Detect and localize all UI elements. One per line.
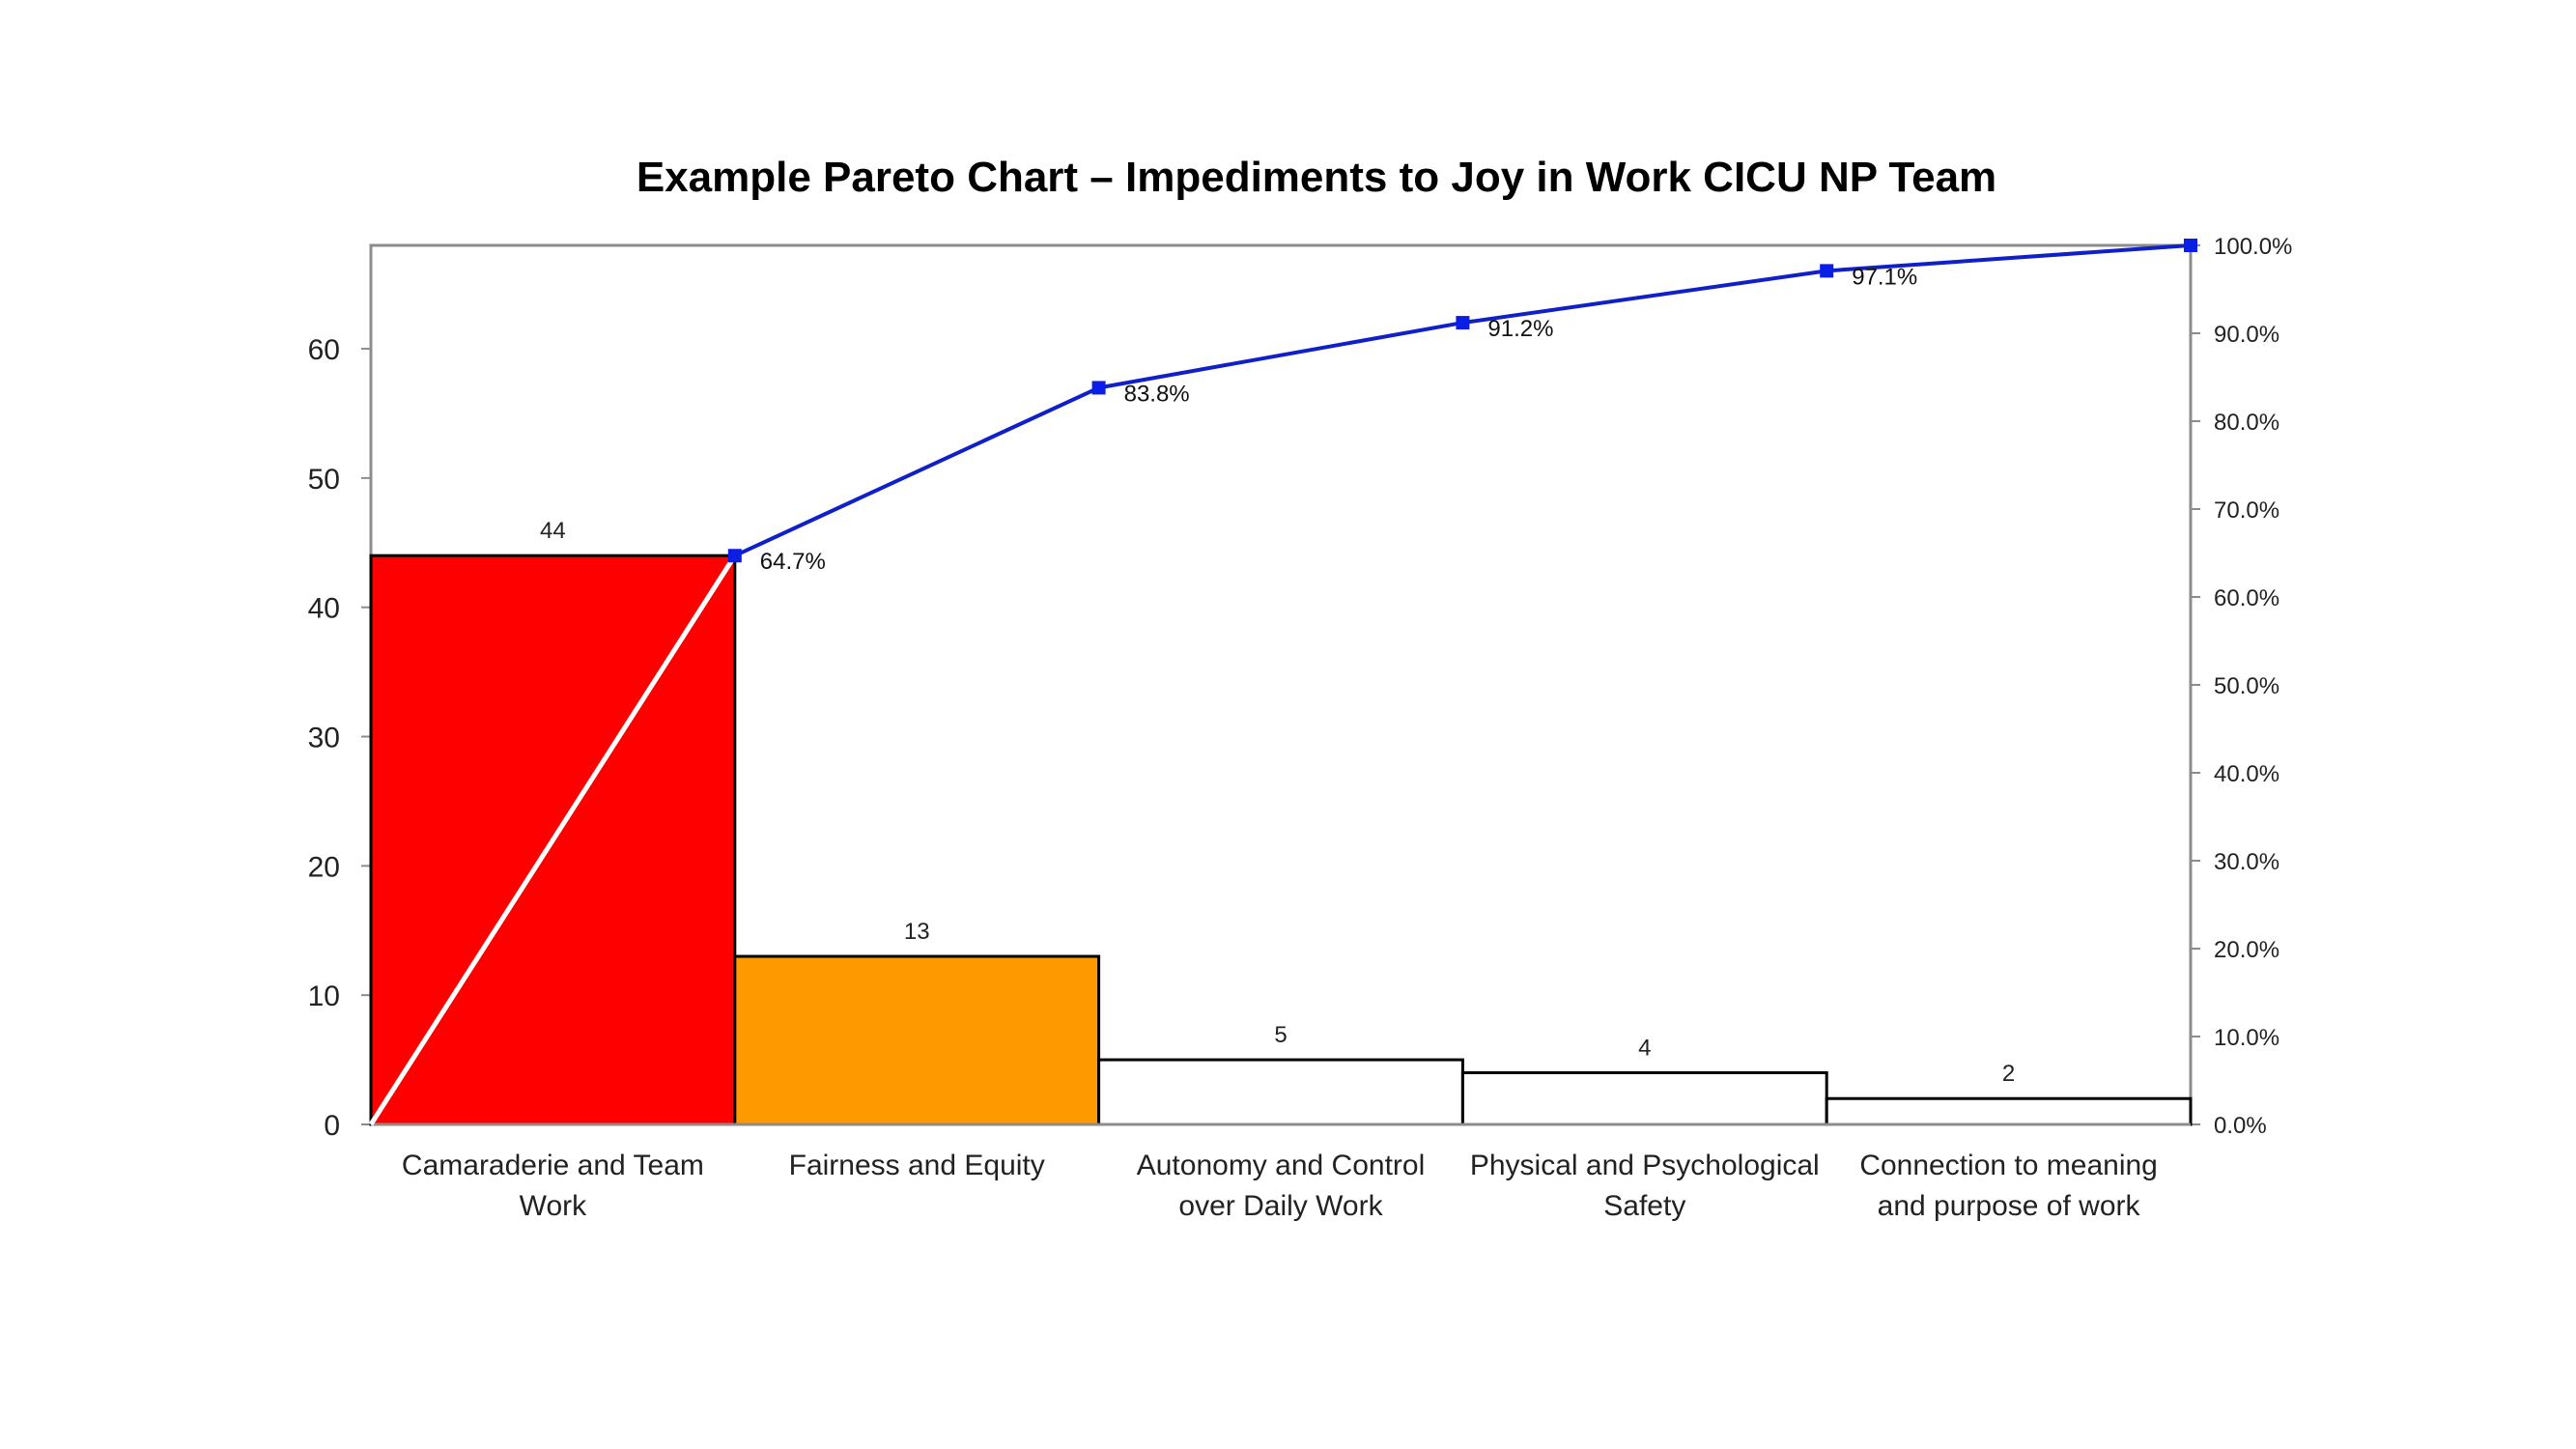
y2-tick-label: 100.0% [2214,234,2292,260]
cumulative-marker [1456,316,1470,330]
cumulative-start-line [368,554,737,1126]
bar [1460,1070,1828,1126]
bar-value-label: 4 [1638,1035,1651,1061]
x-category-label: over Daily Work [1178,1190,1383,1222]
x-category-label: Fairness and Equity [789,1150,1045,1181]
x-category-label: and purpose of work [1878,1190,2141,1222]
bar [733,954,1101,1126]
y-tick-label: 0 [324,1110,340,1142]
x-category-label: Work [520,1190,587,1222]
cumulative-marker [1820,264,1834,278]
y2-tick-label: 50.0% [2214,673,2279,699]
bar-value-label: 5 [1274,1022,1287,1048]
cumulative-percent-label: 83.8% [1124,381,1190,407]
y-tick-label: 30 [308,723,340,754]
bar-value-label: 13 [904,919,930,945]
cumulative-percent-label: 91.2% [1487,316,1553,342]
y2-tick-label: 10.0% [2214,1025,2279,1051]
y2-tick-label: 60.0% [2214,585,2279,611]
plot-area: 0 10 20 30 40 50 60 0.0% 10.0% 20.0% 30.0% 40.0% 50.… [308,234,2293,1222]
bar-value-label: 44 [540,518,566,544]
y-tick-label: 20 [308,851,340,883]
x-category-label: Safety [1603,1190,1685,1222]
cumulative-percent-label: 97.1% [1852,264,1917,290]
y2-tick-label: 30.0% [2214,849,2279,875]
y2-tick-label: 80.0% [2214,410,2279,436]
bar-value-label: 2 [2002,1061,2015,1087]
y-tick-label: 60 [308,334,340,366]
y2-tick-label: 90.0% [2214,322,2279,348]
y-tick-label: 10 [308,980,340,1012]
x-category-label: Camaraderie and Team [402,1150,704,1181]
y2-tick-label: 0.0% [2214,1113,2267,1139]
cumulative-marker [2184,239,2197,252]
bar [1097,1058,1464,1126]
y-tick-label: 50 [308,464,340,496]
y2-tick-label: 40.0% [2214,761,2279,787]
x-category-label: Autonomy and Control [1137,1150,1426,1181]
cumulative-percent-label: 64.7% [760,549,826,575]
bar [1825,1096,2193,1126]
cumulative-marker [1091,381,1106,395]
x-category-label: Physical and Psychological [1470,1150,1820,1181]
cumulative-marker [727,549,742,563]
y2-tick-label: 20.0% [2214,937,2279,963]
y-tick-label: 40 [308,593,340,625]
x-category-label: Connection to meaning [1859,1150,2158,1181]
cumulative-line [733,243,2192,558]
y2-tick-label: 70.0% [2214,497,2279,524]
chart-title: Example Pareto Chart – Impediments to Jo… [637,154,1996,201]
